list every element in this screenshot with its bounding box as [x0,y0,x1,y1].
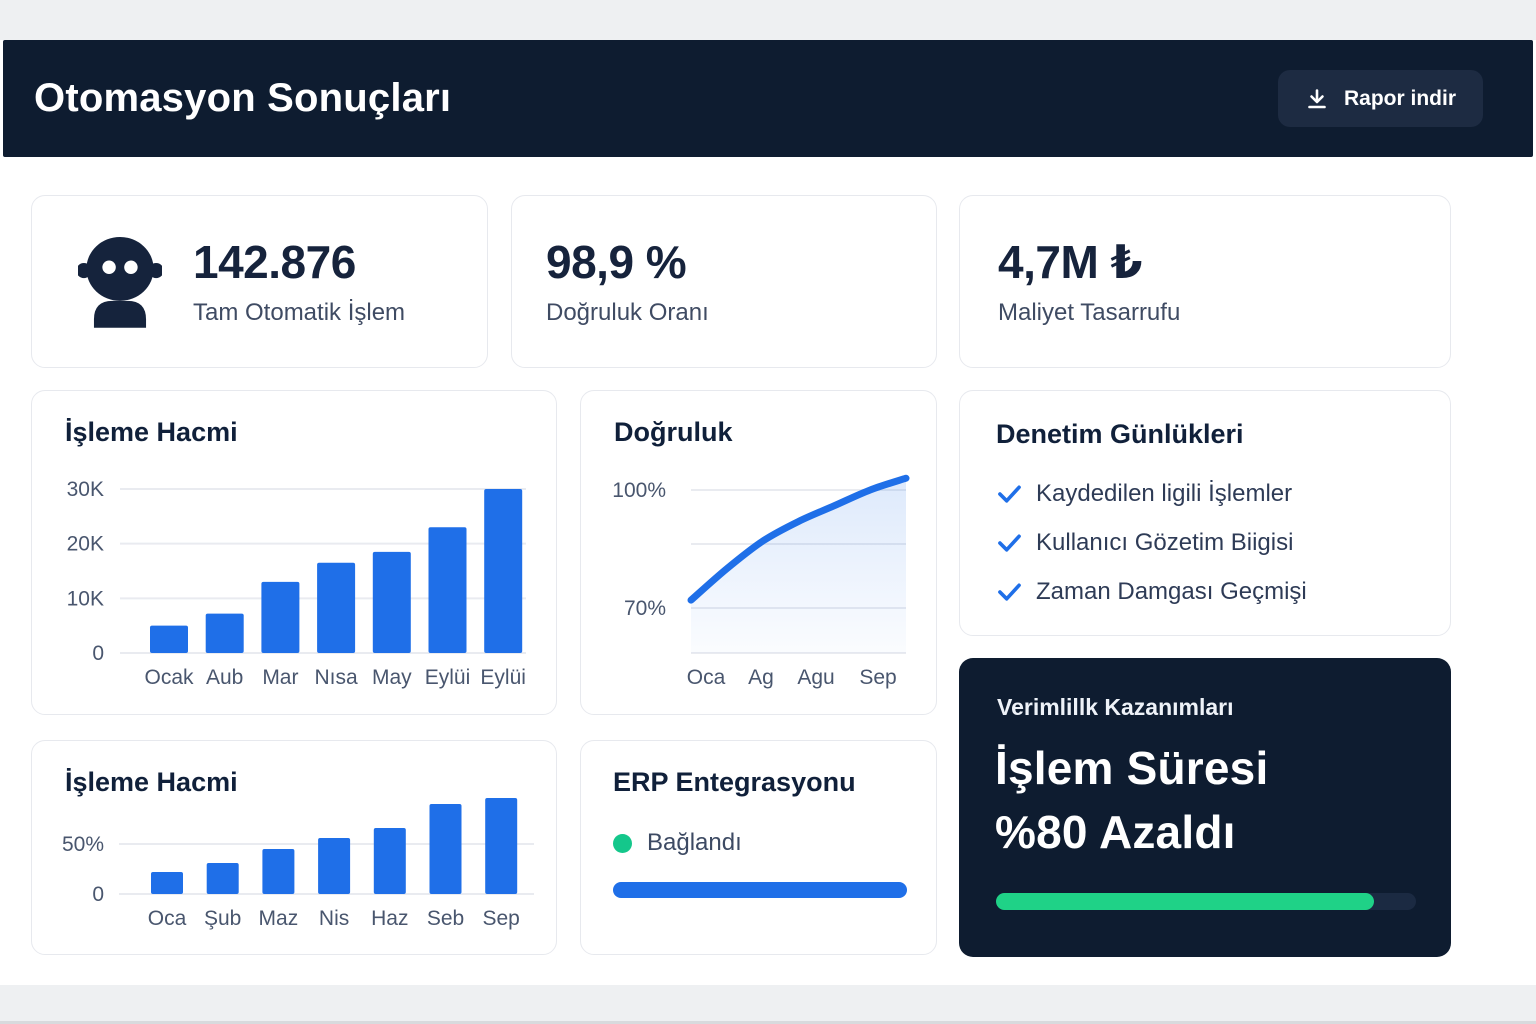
svg-text:Mar: Mar [262,666,298,689]
stat-value: 142.876 [193,235,356,288]
desktop-frame-top [0,0,1536,40]
svg-text:Sep: Sep [859,666,896,689]
stat-card-accuracy-rate: 98,9 % Doğruluk Oranı [511,195,937,368]
svg-text:Agu: Agu [797,666,834,689]
robot-icon [78,233,162,330]
svg-text:Aub: Aub [206,666,243,689]
line-chart-accuracy: 100% 70% Oca Ag Agu Sep [612,474,910,689]
check-icon [996,578,1023,605]
erp-progress-track [613,882,907,898]
svg-text:Eylüi: Eylüi [425,666,471,689]
erp-title: ERP Entegrasyonu [613,767,856,797]
svg-text:0: 0 [92,883,104,906]
svg-text:10K: 10K [67,587,104,610]
status-dot-icon [613,833,632,853]
dashboard-content: 142.876 Tam Otomatik İşlem 98,9 % Doğrul… [0,157,1536,985]
download-button-label: Rapor indir [1343,86,1456,110]
app-header: Otomasyon Sonuçları Rapor indir [3,40,1533,157]
svg-text:Oca: Oca [148,907,187,930]
svg-text:Sep: Sep [483,907,520,930]
stat-value: 98,9 % [546,235,687,288]
audit-logs-card: Denetim Günlükleri Kaydedilen ligili İşl… [959,390,1451,636]
audit-list: Kaydedilen ligili İşlemler Kullanıcı Göz… [996,469,1430,616]
chart-title: Doğruluk [614,417,733,447]
audit-item-label: Kullanıcı Gözetim Biigisi [1036,528,1294,556]
svg-text:70%: 70% [624,597,666,620]
check-icon [996,529,1023,556]
chart-title: İşleme Hacmi [65,767,238,797]
svg-text:Eylüi: Eylüi [480,666,526,689]
svg-text:Nis: Nis [319,907,349,930]
download-report-button[interactable]: Rapor indir [1277,70,1483,127]
erp-status: Bağlandı [613,829,742,857]
erp-integration-card: ERP Entegrasyonu Bağlandı [580,740,937,955]
efficiency-title: Verimlillk Kazanımları [997,694,1234,720]
svg-text:30K: 30K [67,478,104,501]
svg-text:0: 0 [92,642,104,665]
svg-text:Ocak: Ocak [144,666,194,689]
svg-text:Seb: Seb [427,907,464,930]
svg-text:May: May [372,666,412,689]
page-title: Otomasyon Sonuçları [34,76,452,120]
svg-text:100%: 100% [612,479,666,502]
erp-status-label: Bağlandı [647,829,742,856]
svg-text:Nısa: Nısa [315,666,359,689]
stat-label: Tam Otomatik İşlem [193,298,406,326]
stat-value: 4,7M ₺ [998,235,1143,288]
chart-card-volume-monthly: 30K 20K 10K 0 Ocak Aub Mar Nısa May Eylüi Eylüi İş… [31,390,557,715]
audit-list-item: Kullanıcı Gözetim Biigisi [996,518,1430,567]
svg-text:Oca: Oca [687,666,726,689]
efficiency-progress-track [996,893,1416,910]
stat-card-automated-transactions: 142.876 Tam Otomatik İşlem [31,195,488,368]
audit-list-item: Zaman Damgası Geçmişi [996,567,1430,616]
efficiency-progress-fill [996,893,1374,910]
svg-text:Şub: Şub [204,907,241,930]
chart-title: İşleme Hacmi [65,417,238,447]
audit-item-label: Kaydedilen ligili İşlemler [1036,479,1293,507]
svg-text:Ag: Ag [748,666,774,689]
audit-logs-title: Denetim Günlükleri [996,419,1244,449]
efficiency-gains-card: Verimlillk Kazanımları İşlem Süresi %80 … [959,658,1451,957]
efficiency-headline-line2: %80 Azaldı [995,806,1236,858]
svg-text:50%: 50% [62,833,104,856]
chart-card-accuracy: 100% 70% Oca Ag Agu Sep Doğruluk [580,390,937,715]
check-icon [996,480,1023,507]
bar-chart-volume-pct: 50% 0 Oca Şub Maz Nis Haz Seb Sep [62,798,534,930]
audit-item-label: Zaman Damgası Geçmişi [1036,577,1307,605]
stat-label: Doğruluk Oranı [546,298,709,326]
svg-text:Haz: Haz [371,907,408,930]
efficiency-headline-line1: İşlem Süresi [995,742,1269,794]
stat-label: Maliyet Tasarrufu [998,298,1181,326]
bar-chart-volume-monthly: 30K 20K 10K 0 Ocak Aub Mar Nısa May Eylüi Eylüi [67,478,526,689]
audit-list-item: Kaydedilen ligili İşlemler [996,469,1430,518]
download-icon [1305,87,1329,111]
stat-card-cost-savings: 4,7M ₺ Maliyet Tasarrufu [959,195,1451,368]
efficiency-headline: İşlem Süresi %80 Azaldı [995,736,1268,864]
erp-progress-fill [613,882,907,898]
desktop-frame-bottom [0,985,1536,1024]
svg-text:20K: 20K [67,533,104,556]
svg-text:Maz: Maz [259,907,299,930]
chart-card-volume-pct: 50% 0 Oca Şub Maz Nis Haz Seb Sep İşleme Hacmi [31,740,557,955]
